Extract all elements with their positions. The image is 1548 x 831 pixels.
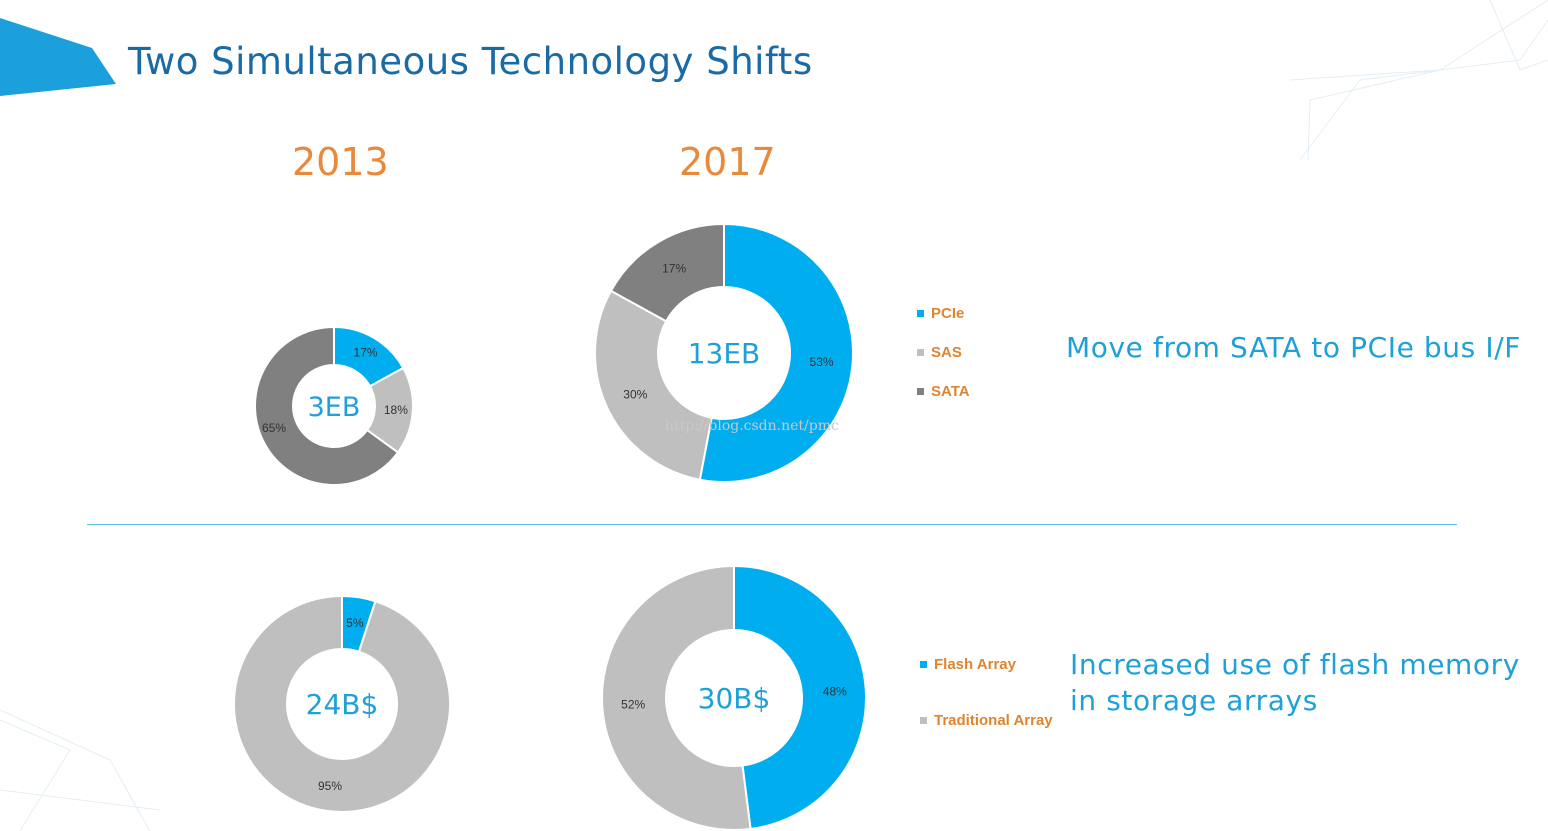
description-bottom-line-2: in storage arrays [1070, 684, 1318, 717]
donut-slice-sas [594, 289, 713, 481]
legend-item-traditional-array: Traditional Array [920, 712, 1053, 729]
legend-item-flash-array: Flash Array [920, 656, 1053, 673]
slice-value-label: 52% [621, 697, 645, 711]
slice-value-label: 65% [262, 421, 286, 435]
year-label-2013: 2013 [292, 140, 389, 184]
slide-title: Two Simultaneous Technology Shifts [128, 40, 813, 83]
legend-swatch [920, 717, 927, 724]
legend-storage-interface: PCIe SAS SATA [917, 305, 970, 400]
legend-item-sata: SATA [917, 383, 970, 400]
legend-item-pcie: PCIe [917, 305, 970, 322]
title-accent-shape [0, 18, 116, 96]
legend-swatch [917, 349, 924, 356]
slice-value-label: 48% [823, 685, 847, 699]
donut-chart-2013-revenue: 5% 95% 24B$ [233, 594, 451, 813]
slice-value-label: 30% [623, 388, 647, 402]
legend-label: PCIe [931, 305, 965, 322]
donut-chart-2017-revenue: 48% 52% 30B$ [601, 564, 867, 831]
donut-center-label: 24B$ [306, 688, 379, 721]
description-bottom-line-1: Increased use of flash memory [1070, 648, 1520, 681]
description-top: Move from SATA to PCIe bus I/F [1066, 331, 1521, 364]
legend-item-sas: SAS [917, 344, 970, 361]
donut-slice-flash-array [733, 564, 867, 831]
watermark: http://blog.csdn.net/pmc [665, 418, 839, 434]
legend-storage-array: Flash Array Traditional Array [920, 656, 1053, 729]
section-divider [87, 524, 1457, 525]
donut-center-label: 13EB [688, 337, 761, 370]
donut-chart-2013-capacity: 17% 18% 65% 3EB [254, 325, 414, 486]
legend-label: Traditional Array [934, 712, 1053, 729]
donut-slice-traditional-array [601, 564, 752, 831]
donut-slice-sata [254, 325, 400, 486]
donut-center-label: 3EB [308, 392, 361, 423]
year-label-2017: 2017 [679, 140, 776, 184]
description-bottom: Increased use of flash memory in storage… [1070, 647, 1520, 719]
legend-label: SAS [931, 344, 962, 361]
slice-value-label: 5% [346, 616, 364, 630]
legend-swatch [917, 310, 924, 317]
slice-value-label: 95% [318, 779, 342, 793]
legend-swatch [917, 388, 924, 395]
slice-value-label: 17% [354, 346, 378, 360]
donut-slice-sata [609, 222, 725, 323]
legend-swatch [920, 661, 927, 668]
legend-label: Flash Array [934, 656, 1016, 673]
legend-label: SATA [931, 383, 970, 400]
donut-chart-2017-capacity: 53% 30% 17% 13EB [594, 222, 854, 483]
donut-slice-traditional-array [233, 594, 451, 813]
donut-slice-pcie [698, 222, 854, 483]
donut-center-label: 30B$ [698, 682, 771, 715]
slice-value-label: 18% [384, 403, 408, 417]
slice-value-label: 17% [662, 262, 686, 276]
slice-value-label: 53% [810, 355, 834, 369]
